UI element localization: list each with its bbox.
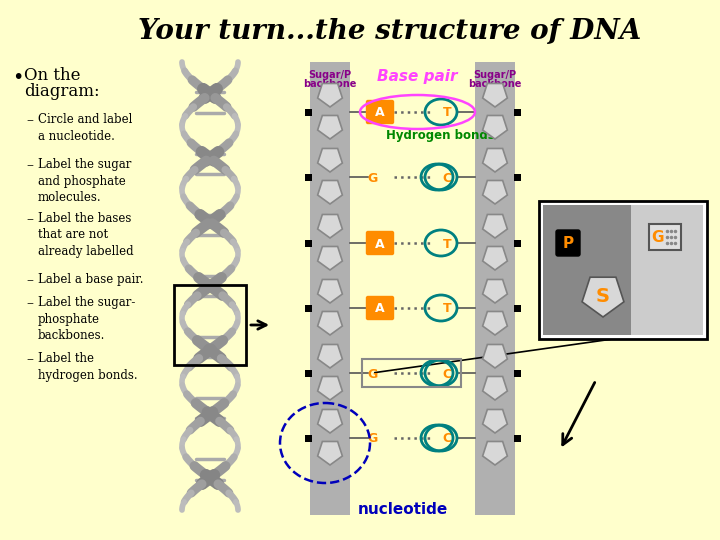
Text: –: – [26, 113, 33, 127]
Text: –: – [26, 352, 33, 366]
Bar [513, 305, 521, 312]
Bar [305, 240, 312, 246]
Text: A: A [375, 302, 384, 315]
Polygon shape [482, 312, 508, 335]
Text: backbone: backbone [468, 79, 522, 89]
Polygon shape [482, 246, 508, 270]
Polygon shape [318, 180, 343, 204]
Bar [631, 205, 703, 335]
Polygon shape [482, 180, 508, 204]
Text: –: – [26, 158, 33, 172]
Polygon shape [482, 376, 508, 400]
Bar [362, 359, 461, 387]
Bar [174, 285, 246, 365]
Text: C: C [442, 433, 451, 446]
Polygon shape [318, 116, 343, 139]
Bar [305, 369, 312, 376]
FancyBboxPatch shape [366, 232, 394, 254]
Text: G: G [367, 368, 377, 381]
Text: G: G [367, 433, 377, 446]
Bar [513, 435, 521, 442]
Text: Label the bases
that are not
already labelled: Label the bases that are not already lab… [38, 212, 134, 258]
Bar [543, 205, 631, 335]
Text: P: P [562, 237, 574, 252]
Polygon shape [318, 376, 343, 400]
Text: T: T [443, 238, 451, 251]
Text: Sugar/P: Sugar/P [474, 70, 516, 80]
Text: Base pair: Base pair [377, 69, 458, 84]
Polygon shape [582, 277, 624, 317]
Text: backbone: backbone [303, 79, 356, 89]
FancyBboxPatch shape [366, 296, 394, 320]
Polygon shape [318, 246, 343, 270]
Bar [649, 224, 681, 250]
Text: C: C [442, 172, 451, 185]
FancyBboxPatch shape [556, 230, 580, 256]
Bar [513, 240, 521, 246]
Text: Your turn...the structure of DNA: Your turn...the structure of DNA [138, 18, 642, 45]
Bar [310, 62, 350, 515]
Text: –: – [26, 212, 33, 226]
Text: S: S [596, 287, 610, 306]
Polygon shape [318, 345, 343, 368]
Polygon shape [318, 312, 343, 335]
Polygon shape [482, 345, 508, 368]
Bar [475, 62, 515, 515]
Polygon shape [318, 442, 343, 465]
Bar [305, 173, 312, 180]
Text: •: • [12, 68, 23, 87]
Text: T: T [443, 106, 451, 119]
Text: Circle and label
a nucleotide.: Circle and label a nucleotide. [38, 113, 132, 143]
Bar [305, 305, 312, 312]
Polygon shape [318, 214, 343, 238]
Polygon shape [482, 442, 508, 465]
Polygon shape [482, 409, 508, 433]
Bar [305, 435, 312, 442]
Polygon shape [318, 148, 343, 172]
Bar [513, 369, 521, 376]
Bar [539, 201, 707, 339]
Text: Hydrogen bonds: Hydrogen bonds [386, 130, 495, 143]
Text: T: T [443, 302, 451, 315]
Polygon shape [482, 116, 508, 139]
Polygon shape [482, 280, 508, 303]
Text: A: A [375, 238, 384, 251]
Text: Label a base pair.: Label a base pair. [38, 273, 143, 286]
Text: Label the sugar-
phosphate
backbones.: Label the sugar- phosphate backbones. [38, 296, 135, 342]
Text: nucleotide: nucleotide [357, 503, 448, 517]
Polygon shape [318, 280, 343, 303]
Bar [305, 109, 312, 116]
Text: Label the
hydrogen bonds.: Label the hydrogen bonds. [38, 352, 138, 381]
Text: Sugar/P: Sugar/P [308, 70, 351, 80]
Text: G: G [652, 231, 665, 246]
Bar [513, 109, 521, 116]
Text: –: – [26, 296, 33, 310]
Text: Label the sugar
and phosphate
molecules.: Label the sugar and phosphate molecules. [38, 158, 131, 204]
Text: G: G [367, 172, 377, 185]
Polygon shape [318, 409, 343, 433]
Text: A: A [375, 106, 384, 119]
Text: C: C [442, 368, 451, 381]
Polygon shape [482, 214, 508, 238]
Text: diagram:: diagram: [24, 83, 99, 100]
Polygon shape [482, 148, 508, 172]
Polygon shape [318, 84, 343, 107]
FancyBboxPatch shape [366, 100, 394, 124]
Polygon shape [482, 84, 508, 107]
Bar [513, 173, 521, 180]
Text: On the: On the [24, 67, 81, 84]
Text: –: – [26, 273, 33, 287]
